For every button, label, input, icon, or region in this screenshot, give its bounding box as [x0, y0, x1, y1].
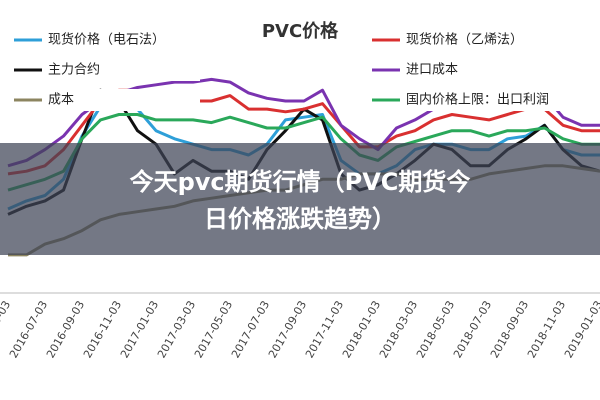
- legend-background: [368, 29, 596, 51]
- chart-title: PVC价格: [262, 20, 339, 42]
- overlay-banner: [0, 143, 600, 255]
- legend-label: 国内价格上限：出口利润: [406, 92, 549, 108]
- legend-background: [10, 89, 200, 111]
- legend-background: [10, 59, 200, 81]
- legend-label: 现货价格（电石法）: [48, 32, 165, 48]
- legend-label: 主力合约: [48, 63, 100, 78]
- legend-background: [368, 89, 596, 111]
- overlay-title: 今天pvc期货行情（PVC期货今: [130, 168, 471, 196]
- legend-background: [10, 29, 200, 51]
- legend-label: 现货价格（乙烯法）: [406, 32, 523, 48]
- overlay-title: 日价格涨跌趋势）: [204, 205, 396, 233]
- legend-label: 成本: [48, 93, 74, 108]
- series-line: [7, 113, 600, 192]
- legend-label: 进口成本: [406, 63, 458, 78]
- legend-background: [368, 59, 596, 81]
